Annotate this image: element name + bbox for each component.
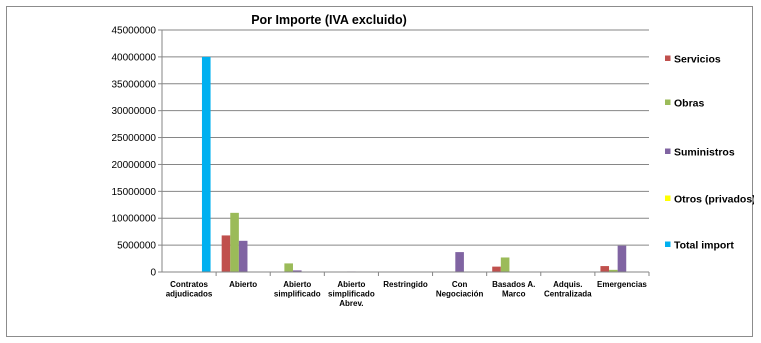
legend-label: Obras xyxy=(674,98,705,110)
gridlines xyxy=(162,29,649,246)
x-tick-label: Negociación xyxy=(436,290,484,299)
x-tick-label: Abierto xyxy=(337,280,365,289)
legend-swatch xyxy=(665,195,671,201)
x-tick-label: Abrev. xyxy=(339,299,363,308)
x-tick-label: Con xyxy=(452,280,468,289)
x-tick-label: Restringido xyxy=(383,280,428,289)
legend-label: Total import xyxy=(674,240,734,252)
legend-swatch xyxy=(665,241,671,247)
legend: Servicios Obras Suministros Otros (privados… xyxy=(665,54,754,252)
x-tick-label: Emergencias xyxy=(597,280,647,289)
x-tick-label: Marco xyxy=(502,290,526,299)
legend-label: Servicios xyxy=(674,54,721,66)
legend-swatch xyxy=(665,99,671,105)
bar-obras xyxy=(609,269,618,272)
x-tick-label: simplificado xyxy=(328,290,375,299)
legend-swatch xyxy=(665,55,671,61)
y-tick-label: 0 xyxy=(150,268,156,279)
bar-servicios xyxy=(492,266,501,272)
y-tick-label: 15000000 xyxy=(112,187,157,198)
bar-obras xyxy=(230,212,239,272)
bar-suministros xyxy=(617,245,627,272)
y-tick-label: 5000000 xyxy=(117,241,156,252)
x-tick-label: Centralizada xyxy=(544,290,592,299)
chart-frame: Por Importe (IVA excluido) 0 5000000 10000… xyxy=(6,6,755,337)
y-tick-label: 25000000 xyxy=(112,133,157,144)
y-tick-label: 45000000 xyxy=(112,26,157,37)
y-axis-ticks: 0 5000000 10000000 15000000 20000000 25000000… xyxy=(112,26,162,279)
bar-obras xyxy=(284,263,293,272)
y-tick-label: 35000000 xyxy=(112,79,157,90)
x-tick-label: Abierto xyxy=(283,280,311,289)
bar-obras xyxy=(500,257,510,272)
legend-label: Suministros xyxy=(674,147,735,159)
legend-label: Otros (privados) xyxy=(674,194,754,206)
chart-title: Por Importe (IVA excluido) xyxy=(251,13,407,27)
bar-servicios xyxy=(600,266,610,272)
bar-chart: Por Importe (IVA excluido) 0 5000000 10000… xyxy=(112,13,755,308)
y-tick-label: 10000000 xyxy=(112,214,157,225)
y-tick-label: 30000000 xyxy=(112,106,157,117)
x-tick-label: Adquis. xyxy=(553,280,582,289)
x-tick-label: Contratos xyxy=(170,280,208,289)
bar-servicios xyxy=(221,235,231,272)
y-tick-label: 40000000 xyxy=(112,52,157,63)
y-tick-label: 20000000 xyxy=(112,160,157,171)
legend-swatch xyxy=(665,148,671,154)
bar-suministros xyxy=(238,240,248,272)
bar-suministros xyxy=(455,252,464,272)
x-tick-label: adjudicados xyxy=(166,290,213,299)
bar-total-import xyxy=(201,56,211,272)
axes xyxy=(161,30,649,273)
x-tick-label: Basados A. xyxy=(492,280,535,289)
bar-suministros xyxy=(292,270,302,272)
x-tick-label: simplificado xyxy=(274,290,321,299)
x-tick-label: Abierto xyxy=(229,280,257,289)
